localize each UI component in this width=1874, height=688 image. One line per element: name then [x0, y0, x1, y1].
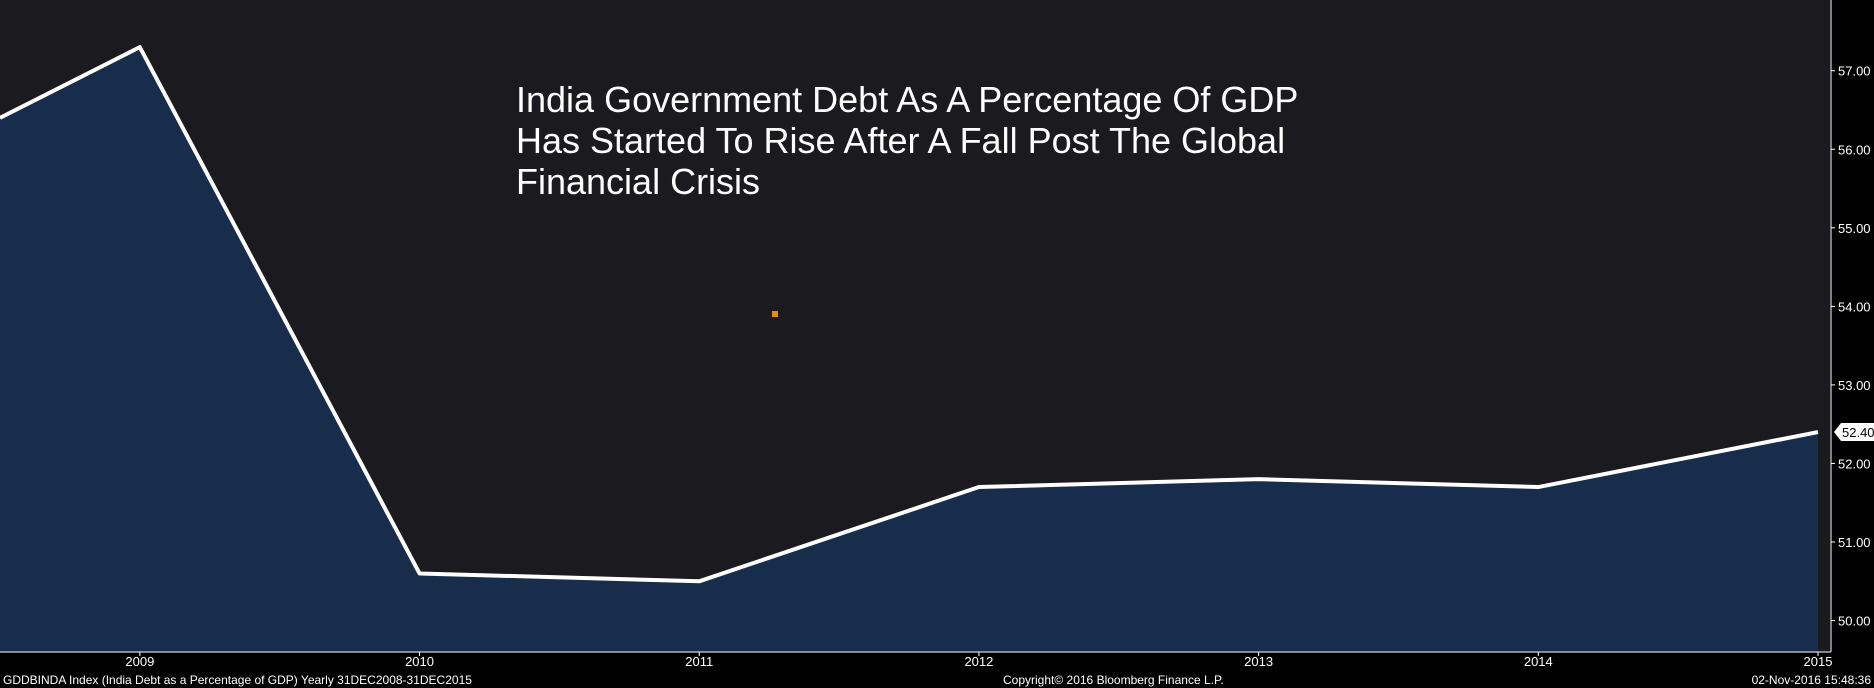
chart-title-line: Has Started To Rise After A Fall Post Th…: [516, 120, 1285, 161]
footer-left: GDDBINDA Index (India Debt as a Percenta…: [3, 673, 472, 687]
x-tick-label: 2010: [405, 654, 434, 669]
x-tick-label: 2013: [1244, 654, 1273, 669]
footer-right: 02-Nov-2016 15:48:36: [1752, 673, 1872, 687]
last-value-tag: 52.40: [1834, 423, 1874, 442]
last-value-label: 52.40: [1842, 425, 1874, 440]
last-value-tag-shape: [1834, 423, 1874, 442]
x-tick-label: 2014: [1524, 654, 1553, 669]
y-tick-label: 52.00: [1838, 456, 1871, 471]
y-tick-label: 50.00: [1838, 614, 1871, 629]
y-tick-label: 54.00: [1838, 299, 1871, 314]
x-axis-ticks: 2009 2010 2011 2012 2013 2014 2015: [125, 652, 1832, 669]
series-area: [0, 47, 1818, 653]
y-tick-label: 56.00: [1838, 142, 1871, 157]
marker-dot: [772, 311, 778, 317]
chart-title-line: Financial Crisis: [516, 161, 760, 202]
y-tick-label: 53.00: [1838, 378, 1871, 393]
series-line: [0, 45, 1819, 584]
x-tick-label: 2015: [1804, 654, 1833, 669]
x-tick-label: 2009: [125, 654, 154, 669]
y-tick-label: 57.00: [1838, 64, 1871, 79]
footer-center: Copyright© 2016 Bloomberg Finance L.P.: [1003, 673, 1224, 687]
y-tick-label: 51.00: [1838, 535, 1871, 550]
y-axis-ticks: 57.00 56.00 55.00 54.00 53.00 52.00 51.00 50.00: [1831, 64, 1871, 629]
chart-title-line: India Government Debt As A Percentage Of…: [516, 79, 1298, 120]
x-tick-label: 2012: [964, 654, 993, 669]
line-layer: [0, 45, 1819, 584]
y-tick-label: 55.00: [1838, 221, 1871, 236]
area-layer: [0, 47, 1818, 653]
x-tick-label: 2011: [685, 654, 713, 669]
chart-title: India Government Debt As A Percentage Of…: [516, 79, 1298, 202]
